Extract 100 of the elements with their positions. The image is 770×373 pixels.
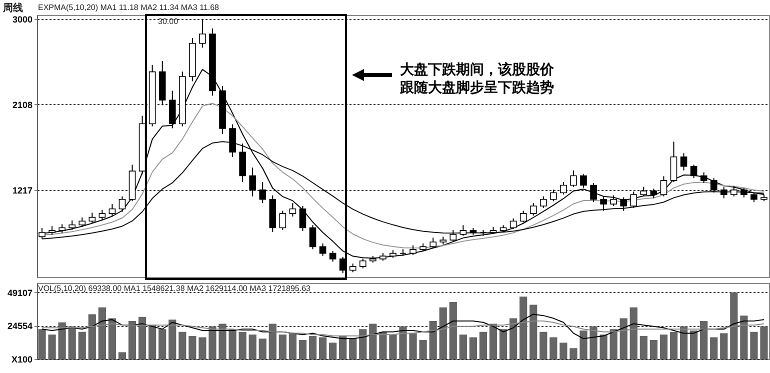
candlestick — [279, 210, 286, 230]
bar — [429, 321, 437, 359]
candlestick — [650, 188, 658, 199]
bar — [499, 329, 508, 359]
y-tick-label: 49107 — [7, 288, 32, 298]
bar — [489, 324, 498, 359]
bar — [329, 342, 337, 359]
bar — [128, 321, 136, 359]
candlestick — [309, 224, 316, 250]
candlestick — [68, 220, 76, 230]
bar — [459, 334, 467, 359]
bar — [258, 338, 266, 359]
y-tick-label: 24554 — [7, 321, 32, 332]
candlestick — [730, 185, 738, 197]
candlestick — [229, 124, 236, 158]
bar — [78, 332, 86, 359]
bar — [600, 334, 608, 359]
candlestick — [118, 196, 126, 212]
bar — [68, 326, 76, 359]
line-series — [42, 141, 764, 240]
candlestick — [610, 194, 617, 206]
bar — [439, 307, 447, 359]
candlestick — [750, 192, 758, 203]
bar — [530, 304, 538, 359]
bar — [730, 292, 738, 359]
bar — [298, 340, 307, 359]
candlestick — [108, 204, 116, 218]
candlestick — [98, 209, 106, 221]
bar — [760, 326, 768, 359]
candlestick — [299, 205, 306, 232]
candlestick — [430, 237, 436, 249]
candlestick — [289, 202, 296, 218]
bar — [58, 322, 66, 359]
candlestick — [168, 90, 176, 129]
bar — [339, 336, 347, 359]
bar — [218, 324, 226, 359]
candlestick — [88, 212, 96, 224]
bar — [228, 329, 236, 359]
bar — [48, 334, 56, 359]
candlestick — [400, 248, 406, 256]
candlestick — [550, 189, 557, 202]
candlestick — [199, 18, 206, 48]
bar — [98, 307, 106, 359]
bar — [409, 333, 417, 359]
candlestick — [410, 244, 416, 256]
candlestick — [580, 174, 587, 188]
bar — [720, 333, 728, 359]
bar — [288, 333, 297, 359]
bar — [419, 340, 427, 359]
candlestick — [249, 167, 256, 197]
text: EXPMA(5,10,20) MA1 11.18 MA2 11.34 MA3 11.68 — [38, 3, 219, 12]
bar — [88, 314, 96, 359]
candlestick — [460, 224, 467, 236]
bar — [399, 326, 407, 359]
bar — [158, 329, 166, 359]
bar — [670, 332, 678, 359]
candlestick — [560, 181, 567, 195]
bar — [349, 338, 357, 359]
bar — [620, 318, 628, 359]
y-tick-label: 3000 — [12, 14, 32, 24]
candlestick — [450, 229, 457, 242]
bar — [479, 332, 488, 359]
bar — [550, 337, 558, 359]
bar — [389, 334, 397, 359]
candlestick — [540, 196, 547, 208]
bar — [208, 326, 216, 359]
candlestick — [510, 218, 517, 230]
bar — [740, 316, 748, 359]
candlestick — [259, 181, 266, 204]
y-tick-label: 1217 — [12, 185, 32, 196]
bar — [108, 318, 116, 359]
candlestick — [530, 202, 537, 216]
bar — [710, 337, 718, 359]
bar — [268, 324, 276, 359]
annotation: 30.00 — [158, 17, 178, 26]
bar — [750, 332, 758, 359]
bar — [650, 340, 658, 359]
candlestick — [720, 186, 728, 199]
line-series — [42, 320, 764, 336]
y-tick-label: X100 — [11, 354, 32, 364]
bar — [359, 329, 367, 359]
bar — [168, 320, 176, 359]
candlestick — [690, 164, 698, 179]
y-tick-label: 2108 — [12, 100, 32, 110]
bar — [379, 332, 387, 359]
line-series — [42, 314, 764, 340]
bar — [238, 332, 246, 359]
bar — [148, 325, 156, 359]
bar — [610, 329, 618, 359]
candlestick — [700, 172, 708, 184]
bar — [369, 324, 377, 359]
bar — [308, 336, 317, 359]
bar — [278, 334, 286, 359]
annotation: 大盘下跌期间，该股股价跟随大盘脚步呈下跌趋势 — [400, 60, 555, 96]
bar — [138, 316, 146, 359]
bar — [248, 334, 256, 359]
candlestick — [600, 196, 607, 212]
bar — [198, 337, 206, 359]
candlestick — [78, 217, 86, 228]
candlestick — [620, 196, 628, 212]
